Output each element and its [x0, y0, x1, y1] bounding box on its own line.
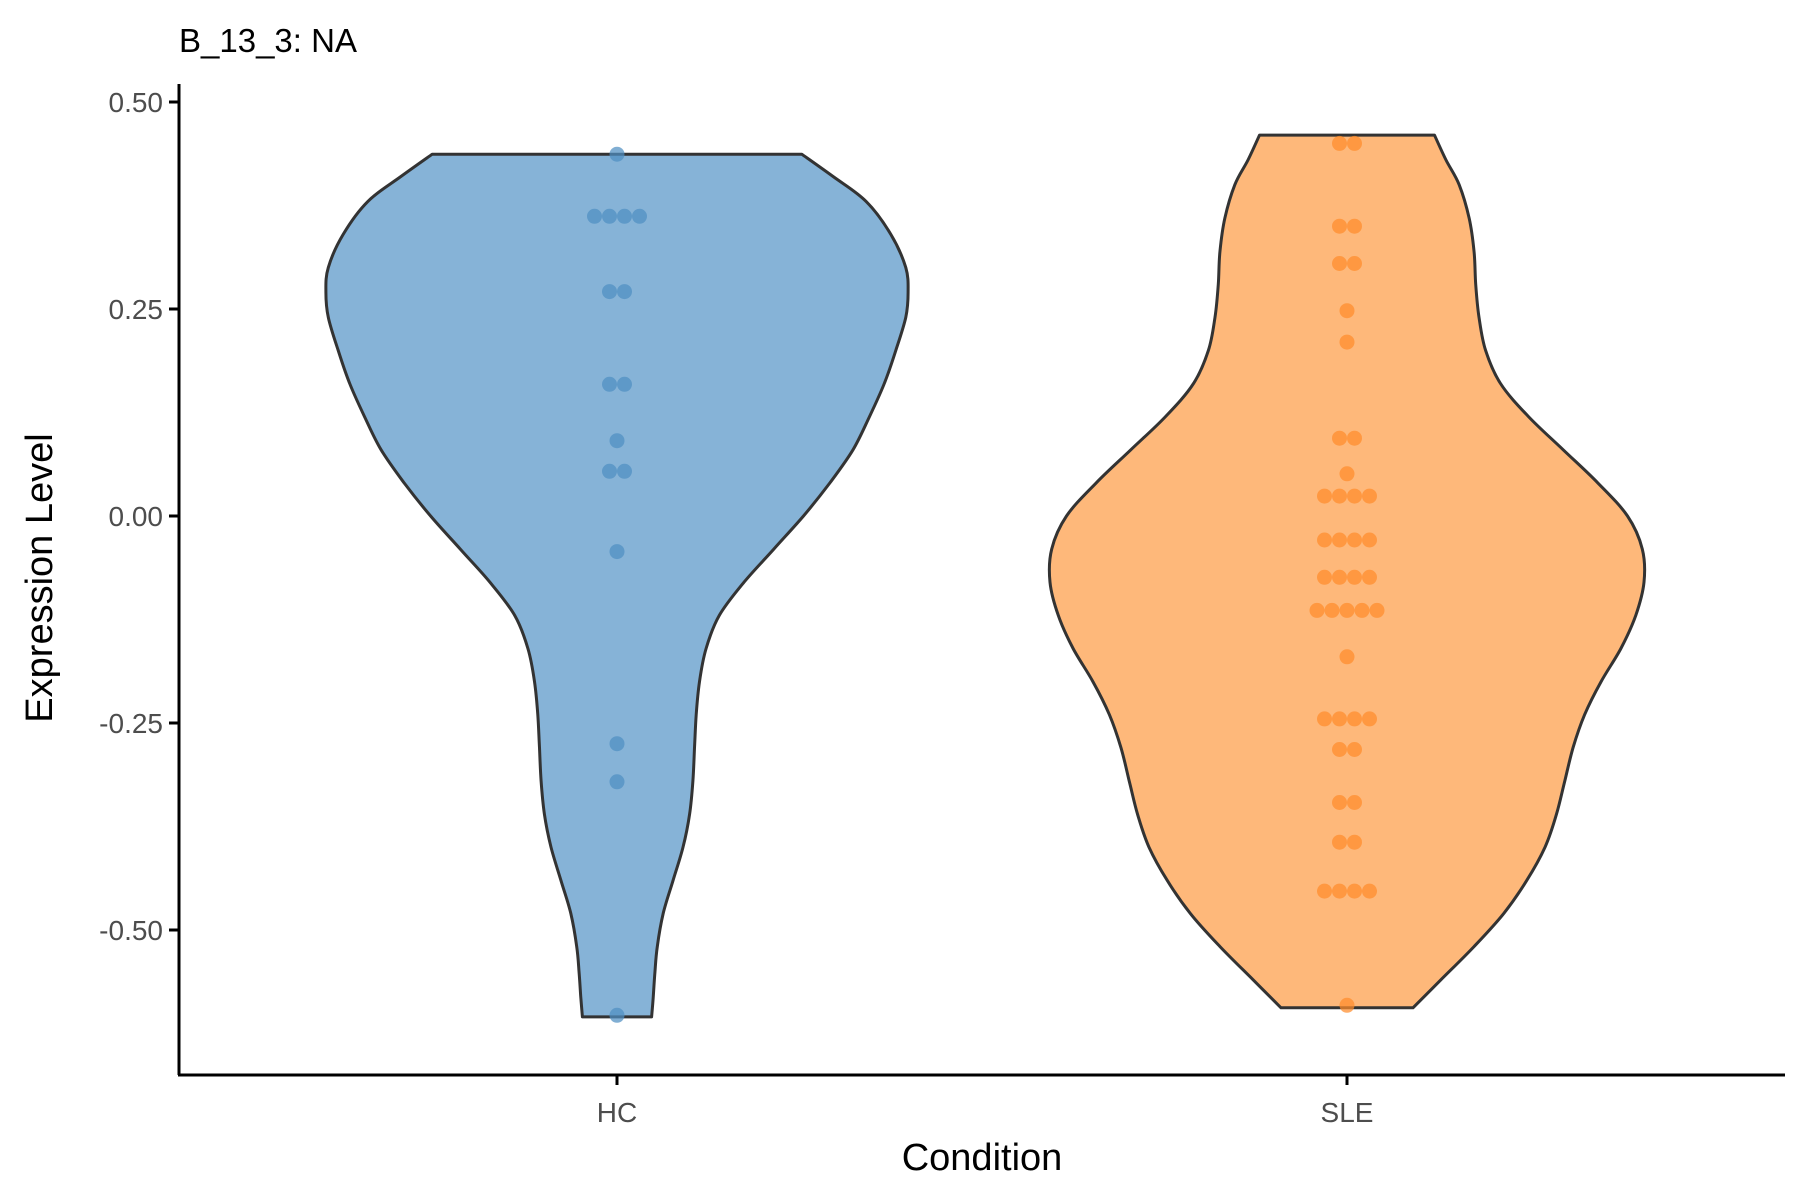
data-point-sle [1332, 795, 1347, 810]
data-point-hc [617, 208, 632, 224]
data-point-sle [1339, 303, 1355, 319]
y-tick-label: 0.00 [109, 501, 164, 532]
y-tick-label: 0.50 [109, 87, 164, 118]
data-point-sle [1347, 135, 1362, 151]
data-point-sle [1332, 834, 1347, 850]
data-point-hc [602, 376, 617, 392]
data-point-sle [1347, 742, 1362, 757]
data-point-sle [1362, 532, 1377, 548]
data-point-sle [1317, 711, 1332, 727]
data-point-sle [1317, 883, 1332, 899]
data-point-sle [1347, 256, 1362, 271]
data-point-sle [1339, 334, 1355, 350]
data-point-sle [1317, 569, 1332, 585]
data-point-sle [1332, 488, 1347, 504]
y-tick-label: -0.25 [99, 708, 163, 739]
data-point-sle [1317, 488, 1332, 504]
data-point-sle [1347, 488, 1362, 504]
data-point-sle [1332, 135, 1347, 151]
data-point-sle [1347, 430, 1362, 446]
data-point-sle [1339, 997, 1355, 1013]
data-point-hc [609, 146, 625, 162]
data-point-hc [609, 736, 625, 752]
data-point-hc [602, 284, 617, 300]
y-axis-label: Expression Level [19, 433, 61, 722]
x-axis-ticks: HC SLE [597, 1075, 1374, 1128]
data-point-sle [1362, 488, 1377, 504]
chart-title: B_13_3: NA [179, 22, 357, 59]
data-point-sle [1317, 532, 1332, 548]
data-point-sle [1339, 466, 1355, 482]
x-tick-label: SLE [1321, 1097, 1374, 1128]
data-point-sle [1347, 834, 1362, 850]
data-point-hc [617, 463, 632, 479]
data-point-hc [617, 284, 632, 300]
violin-hc [324, 152, 910, 1019]
data-point-sle [1332, 883, 1347, 899]
data-point-sle [1339, 602, 1355, 618]
data-point-sle [1347, 569, 1362, 585]
data-point-sle [1362, 569, 1377, 585]
data-point-sle [1332, 218, 1347, 234]
violin-sle [1047, 133, 1647, 1010]
data-point-sle [1354, 602, 1370, 618]
y-tick-label: -0.50 [99, 915, 163, 946]
data-point-sle [1332, 256, 1347, 271]
data-point-sle [1362, 883, 1377, 899]
data-point-sle [1332, 711, 1347, 727]
data-point-hc [602, 208, 617, 224]
data-point-sle [1309, 602, 1325, 618]
x-tick-label: HC [597, 1097, 637, 1128]
data-point-sle [1347, 795, 1362, 810]
data-point-hc [609, 433, 625, 449]
violins-layer [324, 133, 1647, 1019]
data-point-hc [609, 544, 625, 560]
data-point-sle [1332, 742, 1347, 757]
y-axis-ticks: -0.50 -0.25 0.00 0.25 0.50 [99, 87, 179, 946]
data-point-hc [617, 376, 632, 392]
data-point-hc [632, 208, 647, 224]
data-point-sle [1324, 602, 1340, 618]
data-point-hc [587, 208, 602, 224]
data-point-sle [1347, 711, 1362, 727]
data-point-hc [609, 1007, 625, 1023]
y-tick-label: 0.25 [109, 294, 164, 325]
points-layer [587, 135, 1385, 1023]
x-axis-label: Condition [902, 1137, 1063, 1179]
data-point-sle [1339, 649, 1355, 665]
data-point-sle [1369, 602, 1385, 618]
data-point-hc [609, 774, 625, 790]
data-point-sle [1347, 532, 1362, 548]
data-point-sle [1332, 569, 1347, 585]
data-point-sle [1347, 218, 1362, 234]
data-point-sle [1332, 430, 1347, 446]
data-point-sle [1332, 532, 1347, 548]
data-point-sle [1362, 711, 1377, 727]
data-point-hc [602, 463, 617, 479]
data-point-sle [1347, 883, 1362, 899]
